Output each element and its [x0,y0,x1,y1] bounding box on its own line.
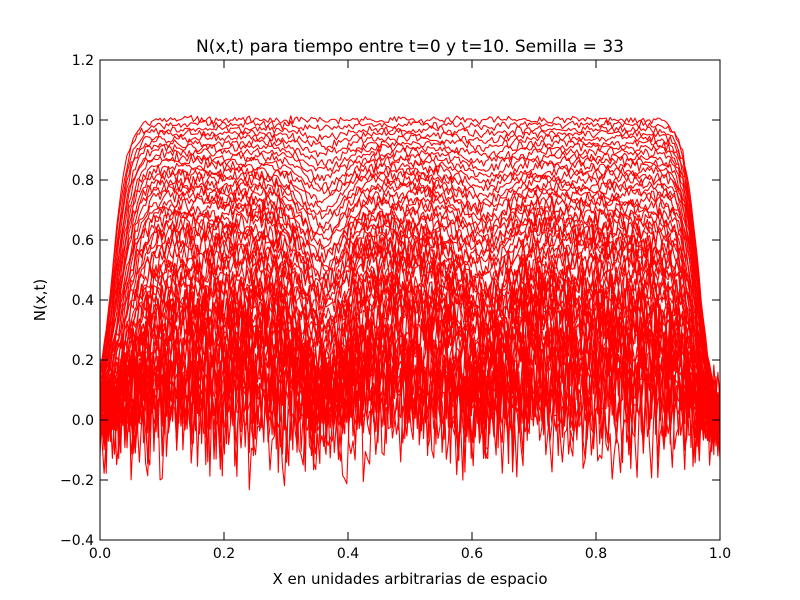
series-line [99,223,721,420]
series-line [99,211,721,420]
series-line [99,228,721,419]
x-axis-label: X en unidades arbitrarias de espacio [272,570,547,588]
series-line [99,151,721,410]
series-line [99,114,720,404]
x-tick-label: 1.0 [709,546,731,562]
series-line [99,146,721,410]
series-line [99,133,721,407]
y-axis-label: N(x,t) [31,279,49,321]
series-line [99,265,721,426]
y-tick-label: 0.8 [72,173,94,189]
x-tick-label: 0.8 [585,546,607,562]
y-axis: −0.4 −0.2 0.0 0.2 0.4 0.6 0.8 1.0 1.2 [60,53,720,549]
y-tick-label: −0.4 [60,533,94,549]
series-line [99,254,721,421]
x-tick-label: 0.6 [461,546,483,562]
series-line [99,235,721,419]
x-tick-label: 0.2 [213,546,235,562]
series-line [99,155,721,412]
series-line [99,311,721,446]
series-line [99,124,721,407]
series-line [99,138,721,409]
y-tick-label: 1.0 [72,113,94,129]
chart-title: N(x,t) para tiempo entre t=0 y t=10. Sem… [196,37,624,57]
data-curves [99,114,721,491]
series-line [99,164,721,409]
y-tick-label: 1.2 [72,53,94,69]
series-line [99,191,721,413]
x-axis: 0.0 0.2 0.4 0.6 0.8 1.0 [89,60,731,562]
series-line [99,142,721,410]
series-line [99,128,721,409]
series-line [99,159,721,411]
series-line [99,270,721,424]
y-tick-label: 0.6 [72,233,94,249]
y-tick-label: 0.2 [72,353,94,369]
x-tick-label: 0.4 [337,546,359,562]
series-line [99,202,721,415]
y-tick-label: 0.4 [72,293,94,309]
series-line [99,198,721,415]
y-tick-label: −0.2 [60,473,94,489]
x-tick-label: 0.0 [89,546,111,562]
series-line [99,168,721,408]
y-tick-label: 0.0 [72,413,94,429]
